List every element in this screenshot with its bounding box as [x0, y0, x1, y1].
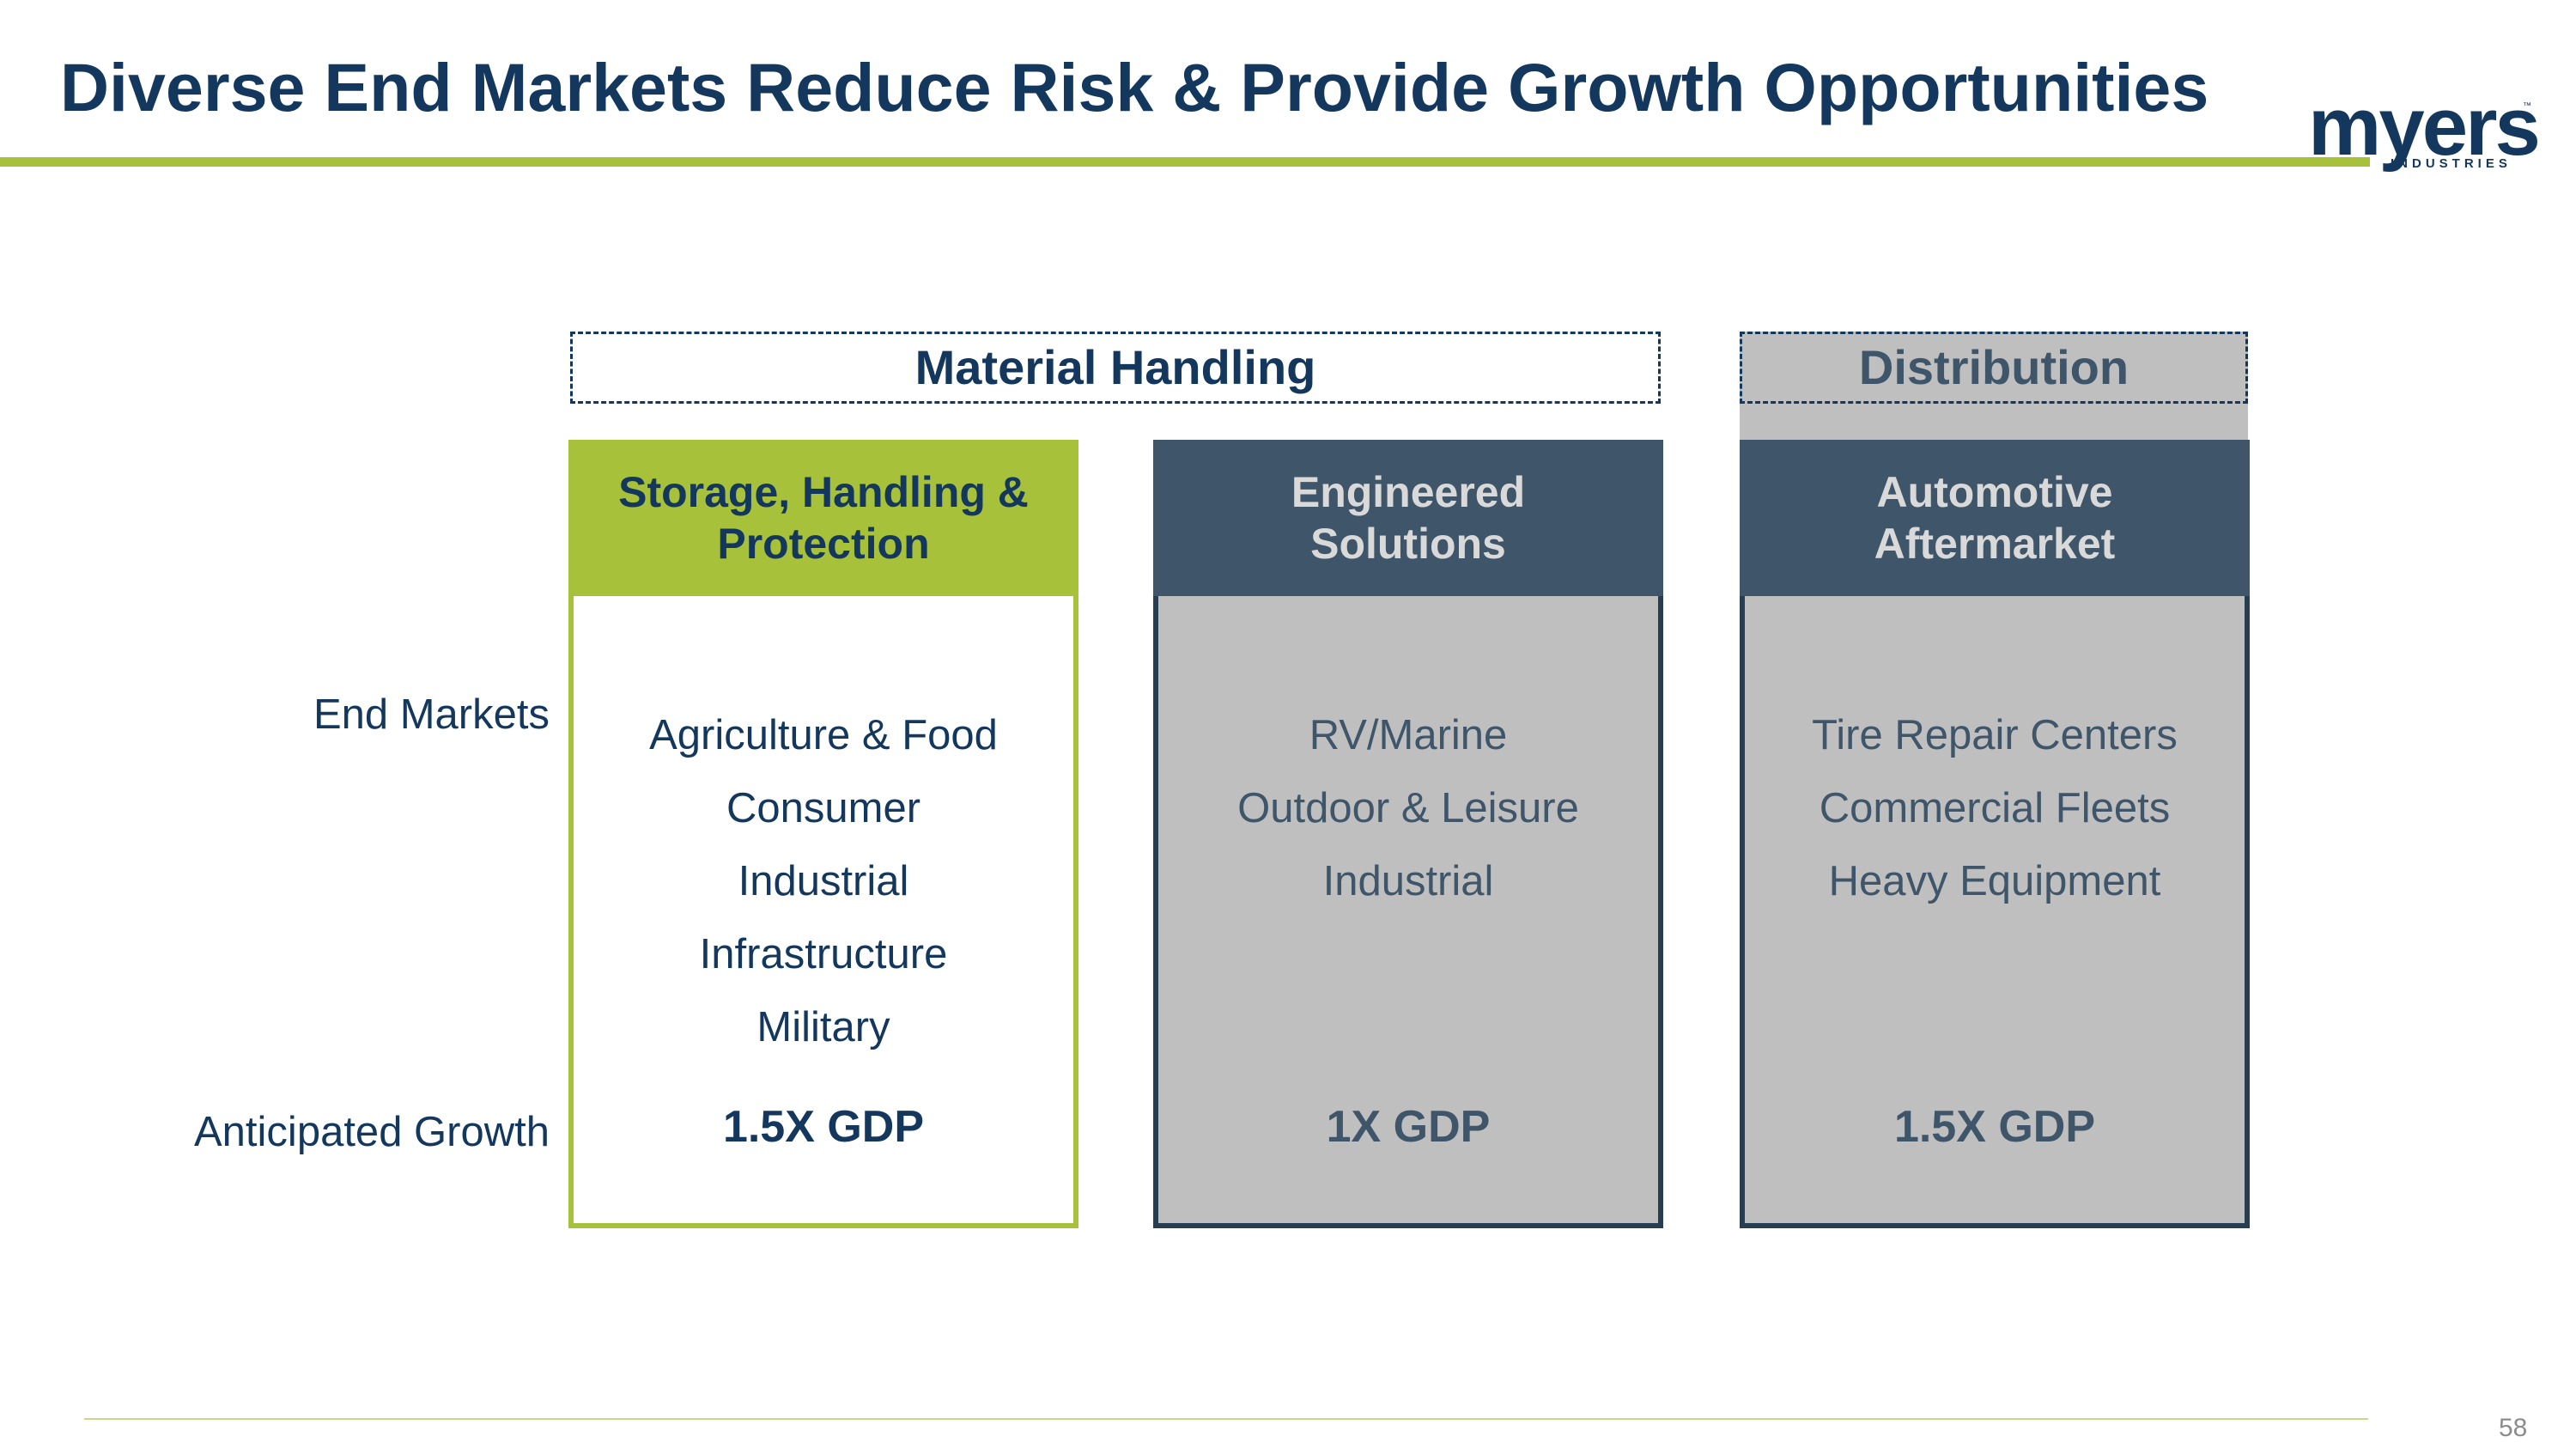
end-market-item: Agriculture & Food	[649, 712, 998, 758]
end-market-item: Military	[756, 1004, 890, 1050]
column-header-line: Solutions	[1310, 520, 1506, 568]
end-market-item: Consumer	[726, 785, 921, 831]
column-automotive-aftermarket: Automotive Aftermarket Tire Repair Cente…	[1740, 440, 2250, 1228]
page-title: Diverse End Markets Reduce Risk & Provid…	[60, 49, 2209, 125]
title-underline	[0, 157, 2370, 167]
end-market-item: Industrial	[738, 858, 909, 904]
growth-value: 1.5X GDP	[722, 1102, 925, 1152]
growth-value: 1.5X GDP	[1893, 1102, 2096, 1152]
logo-trademark: ™	[2523, 101, 2531, 111]
column-header-line: Protection	[717, 520, 930, 568]
row-label-anticipated-growth: Anticipated Growth	[194, 1109, 550, 1155]
end-market-item: Outdoor & Leisure	[1237, 785, 1579, 831]
column-header-line: Aftermarket	[1874, 520, 2116, 568]
column-header-line: Automotive	[1876, 468, 2113, 516]
end-market-item: Industrial	[1322, 858, 1494, 904]
logo-subtitle: INDUSTRIES	[2391, 156, 2512, 171]
segment-distribution: Distribution	[1740, 332, 2248, 404]
end-markets-list: Agriculture & Food Consumer Industrial I…	[574, 699, 1073, 1064]
end-market-item: RV/Marine	[1309, 712, 1508, 758]
end-market-item: Commercial Fleets	[1819, 785, 2171, 831]
end-market-item: Heavy Equipment	[1828, 858, 2161, 904]
end-markets-list: Tire Repair Centers Commercial Fleets He…	[1745, 699, 2245, 918]
segment-material-handling: Material Handling	[570, 332, 1661, 404]
column-header: Engineered Solutions	[1153, 440, 1663, 596]
distribution-connector	[1740, 404, 2248, 441]
end-market-item: Tire Repair Centers	[1812, 712, 2178, 758]
page-number: 58	[2499, 1414, 2528, 1442]
row-label-end-markets: End Markets	[313, 691, 550, 738]
end-markets-list: RV/Marine Outdoor & Leisure Industrial	[1158, 699, 1658, 918]
footer-divider	[84, 1418, 2368, 1420]
column-engineered-solutions: Engineered Solutions RV/Marine Outdoor &…	[1153, 440, 1663, 1228]
myers-logo: myers ™ INDUSTRIES	[2308, 81, 2541, 180]
logo-wordmark: myers	[2308, 81, 2541, 173]
growth-value: 1X GDP	[1326, 1102, 1491, 1152]
column-header-line: Engineered	[1291, 468, 1526, 516]
column-header-line: Storage, Handling &	[618, 468, 1029, 516]
column-header: Automotive Aftermarket	[1740, 440, 2250, 596]
column-header: Storage, Handling & Protection	[568, 440, 1078, 596]
end-market-item: Infrastructure	[699, 931, 948, 977]
column-storage-handling-protection: Storage, Handling & Protection Agricultu…	[568, 440, 1078, 1228]
